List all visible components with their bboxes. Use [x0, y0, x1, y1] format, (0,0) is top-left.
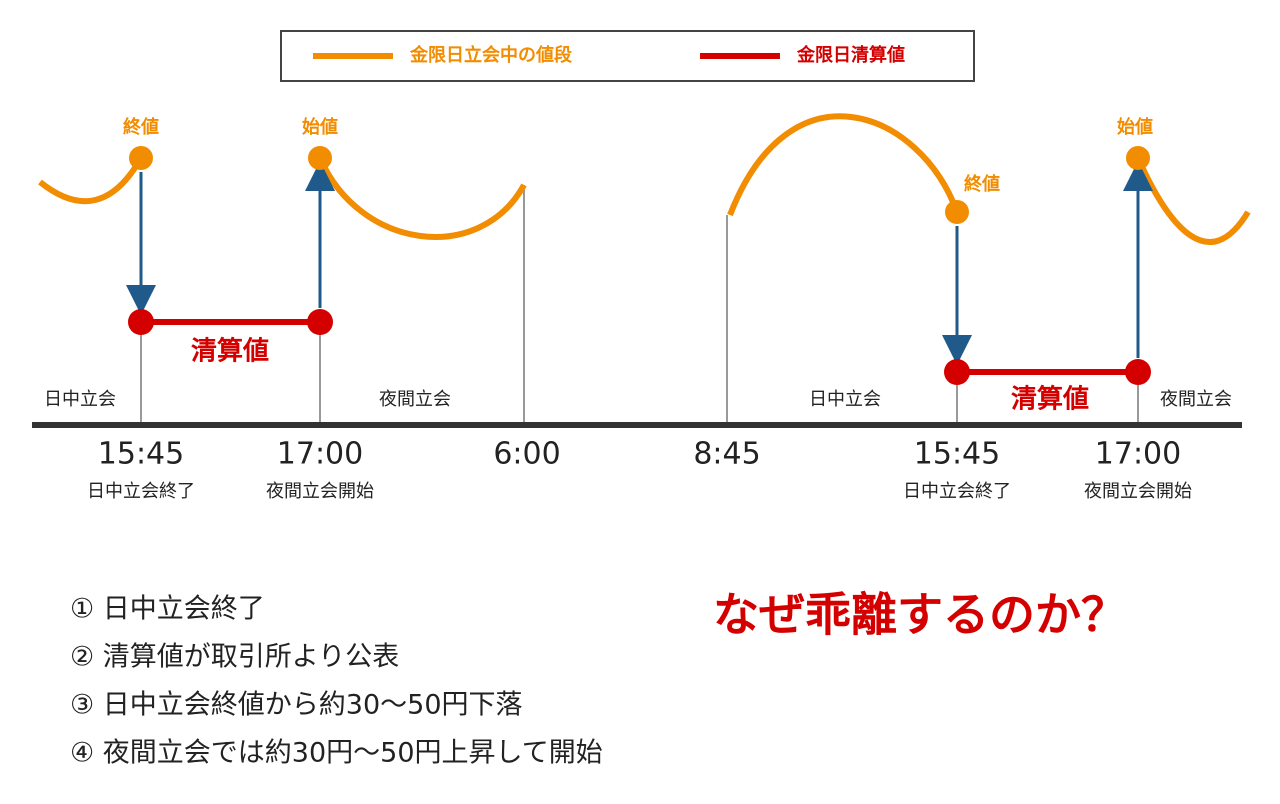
time-caption: 日中立会終了 — [903, 481, 1011, 502]
time-label: 15:45 — [914, 437, 1000, 472]
session-label: 日中立会 — [809, 389, 881, 410]
step: ③ 日中立会終値から約30～50円下落 — [70, 690, 523, 721]
time-caption: 日中立会終了 — [87, 481, 195, 502]
step: ① 日中立会終了 — [70, 594, 265, 625]
time-caption: 夜間立会開始 — [266, 481, 374, 502]
legend-label: 金限日清算値 — [796, 44, 905, 66]
legend-box — [280, 30, 975, 82]
session-label: 日中立会 — [44, 389, 116, 410]
price-dots — [129, 146, 1150, 224]
session-label: 夜間立会 — [1160, 389, 1232, 410]
arrows — [126, 161, 1153, 365]
time-label: 17:00 — [277, 437, 363, 472]
session-label: 夜間立会 — [379, 389, 451, 410]
time-caption: 夜間立会開始 — [1084, 481, 1192, 502]
time-label: 8:45 — [693, 437, 760, 472]
time-label: 6:00 — [493, 437, 560, 472]
price-curves — [38, 113, 1251, 245]
price-label: 終値 — [964, 173, 1000, 195]
legend-label: 金限日立会中の値段 — [409, 44, 573, 66]
headline: なぜ乖離するのか？ — [713, 588, 1127, 642]
step: ② 清算値が取引所より公表 — [70, 642, 399, 673]
guides — [140, 185, 1139, 422]
price-label: 始値 — [302, 116, 338, 138]
time-label: 17:00 — [1095, 437, 1181, 472]
price-label: 終値 — [123, 116, 159, 138]
settlement — [128, 309, 1151, 385]
price-label: 始値 — [1117, 116, 1153, 138]
step: ④ 夜間立会では約30円～50円上昇して開始 — [70, 738, 603, 769]
settlement-label: 清算値 — [191, 336, 269, 367]
settlement-label: 清算値 — [1011, 384, 1089, 415]
time-label: 15:45 — [98, 437, 184, 472]
